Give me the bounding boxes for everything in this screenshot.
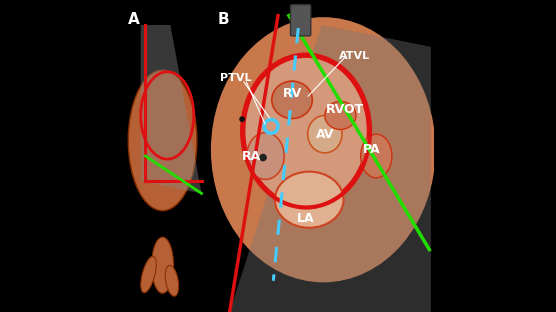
Ellipse shape (325, 101, 356, 129)
Circle shape (260, 154, 266, 161)
Ellipse shape (272, 81, 312, 119)
Ellipse shape (307, 115, 342, 153)
Text: AV: AV (316, 128, 334, 141)
Text: PTVL: PTVL (220, 73, 252, 83)
Circle shape (240, 117, 244, 121)
Ellipse shape (211, 17, 435, 282)
Ellipse shape (247, 133, 284, 179)
Text: RVOT: RVOT (326, 103, 364, 116)
Ellipse shape (244, 56, 369, 206)
Ellipse shape (275, 172, 344, 228)
Ellipse shape (128, 70, 197, 211)
Ellipse shape (141, 256, 156, 293)
Polygon shape (141, 25, 202, 193)
Polygon shape (230, 25, 431, 312)
Text: LA: LA (297, 212, 315, 225)
FancyBboxPatch shape (290, 5, 311, 36)
Text: RV: RV (282, 87, 302, 100)
Ellipse shape (165, 266, 178, 296)
Ellipse shape (361, 134, 392, 178)
Text: ATVL: ATVL (339, 51, 370, 61)
Ellipse shape (152, 237, 173, 293)
Text: RA: RA (242, 149, 261, 163)
Text: B: B (217, 12, 229, 27)
Text: A: A (128, 12, 140, 27)
Text: PA: PA (363, 143, 380, 156)
